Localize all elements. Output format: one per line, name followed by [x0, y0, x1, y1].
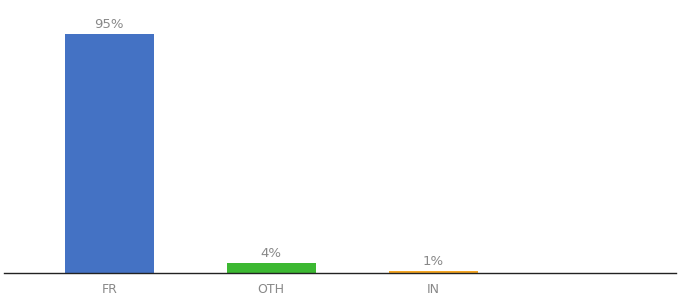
Bar [65, 34, 154, 273]
Bar [388, 271, 477, 273]
Text: 4%: 4% [260, 247, 282, 260]
Text: 1%: 1% [422, 255, 443, 268]
Text: 95%: 95% [95, 18, 124, 31]
Bar [226, 263, 316, 273]
